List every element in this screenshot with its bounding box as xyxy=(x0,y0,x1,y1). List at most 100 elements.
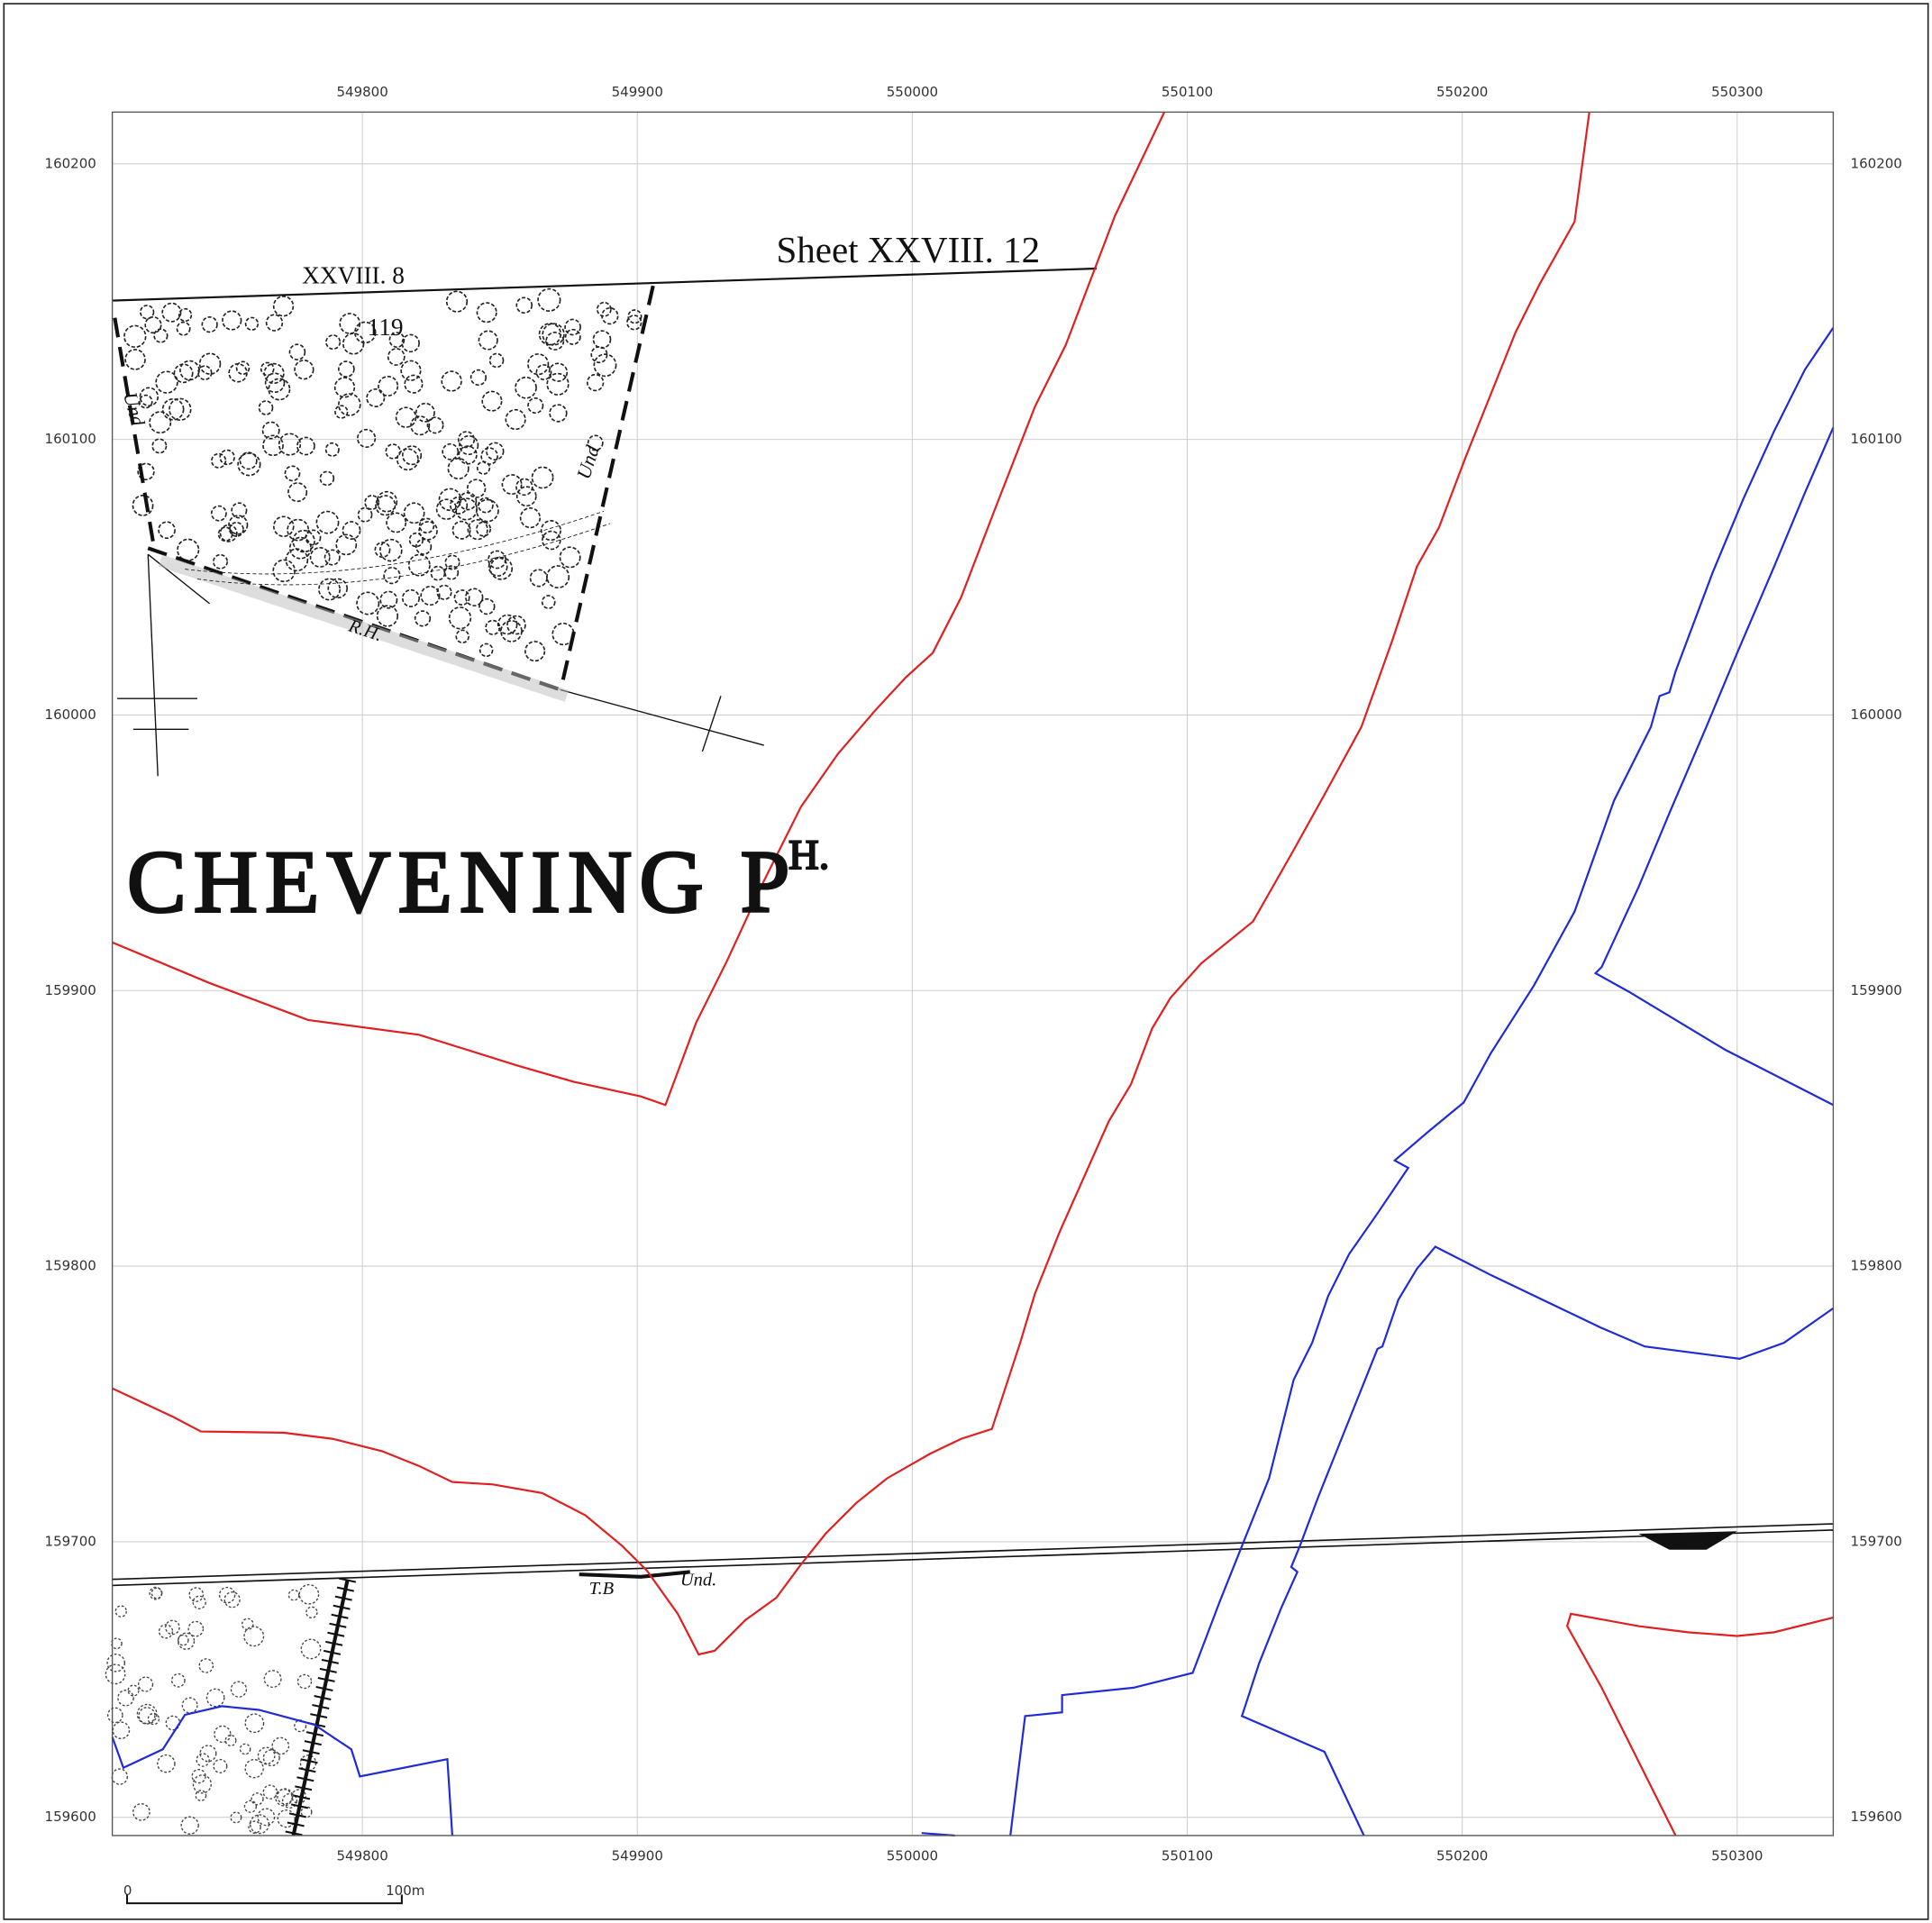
tree-symbol xyxy=(564,318,581,336)
tree-symbol xyxy=(488,352,505,369)
easting-label: 549800 xyxy=(336,84,387,100)
sheet-boundary xyxy=(112,267,1097,302)
tree-symbol xyxy=(191,1768,206,1784)
tree-symbol xyxy=(199,1745,217,1763)
road-edge xyxy=(112,1523,1834,1581)
scale-label: 0 xyxy=(123,1882,132,1899)
tree-symbol xyxy=(106,1654,126,1672)
tree-symbol xyxy=(505,408,526,431)
feature xyxy=(1638,1531,1737,1550)
tree-symbol xyxy=(342,333,365,355)
tree-symbol xyxy=(287,1589,300,1601)
tree-symbol xyxy=(402,445,423,466)
tree-symbol xyxy=(231,502,248,519)
tree-symbol xyxy=(239,1743,251,1755)
northing-label: 160000 xyxy=(1851,706,1902,723)
tree-symbol xyxy=(288,343,306,360)
tree-symbol xyxy=(324,549,341,566)
tree-symbol xyxy=(205,1688,225,1708)
tree-symbol xyxy=(334,405,349,419)
red-boundary xyxy=(112,112,1590,1656)
northing-label: 159700 xyxy=(1851,1533,1902,1549)
tree-symbol xyxy=(458,445,478,465)
tree-symbol xyxy=(112,1721,131,1740)
tree-symbol xyxy=(445,290,469,313)
easting-label: 550100 xyxy=(1162,1848,1213,1864)
tree-symbol xyxy=(466,478,487,498)
tree-symbol xyxy=(515,478,533,497)
road-shade xyxy=(158,554,570,702)
tree-symbol xyxy=(222,310,242,331)
tree-symbol xyxy=(181,1697,198,1714)
tree-symbol xyxy=(375,495,396,516)
tree-symbol xyxy=(448,606,472,630)
tree-symbol xyxy=(586,373,605,392)
tree-symbol xyxy=(481,390,503,412)
tree-symbol xyxy=(542,530,561,551)
tree-symbol xyxy=(111,1637,123,1650)
tree-symbol xyxy=(335,533,358,556)
tree-symbol xyxy=(478,643,494,658)
tree-symbol xyxy=(442,442,460,460)
tree-symbol xyxy=(257,1808,276,1827)
tree-symbol xyxy=(338,360,355,378)
easting-label: 550200 xyxy=(1436,84,1488,100)
historic-linework xyxy=(112,267,1834,1837)
map-label: Und. xyxy=(680,1570,716,1590)
scale-bar: 0 100m xyxy=(123,1882,424,1905)
railway-sleepers xyxy=(285,1577,357,1837)
tree-symbol xyxy=(590,346,608,364)
map-label: T.B xyxy=(589,1579,615,1599)
northing-label: 160100 xyxy=(1851,431,1902,447)
easting-label: 550100 xyxy=(1162,84,1213,100)
tree-symbol xyxy=(309,546,331,568)
northing-label: 159900 xyxy=(1851,982,1902,998)
tree-symbol xyxy=(218,1586,236,1604)
tree-symbol xyxy=(500,620,523,643)
tree-symbol xyxy=(263,1670,282,1689)
tree-symbol xyxy=(519,506,542,529)
tree-symbol xyxy=(262,1749,280,1767)
northing-label: 160200 xyxy=(45,155,96,171)
easting-label: 550200 xyxy=(1436,1848,1488,1864)
tree-symbol xyxy=(486,442,505,460)
tree-symbol xyxy=(626,314,642,331)
tree-symbol xyxy=(211,452,227,469)
paths xyxy=(117,553,764,777)
tree-symbol xyxy=(455,629,469,644)
tree-symbol xyxy=(132,1803,150,1821)
blue-boundaries xyxy=(111,327,1835,1837)
red-boundary xyxy=(112,111,1166,1107)
tree-symbol xyxy=(366,387,386,408)
tree-symbol xyxy=(395,406,417,428)
tree-symbol xyxy=(476,521,492,537)
tree-symbol xyxy=(379,538,403,562)
tree-symbol xyxy=(540,520,561,542)
tree-symbol xyxy=(535,364,552,380)
tree-symbol xyxy=(488,550,506,570)
tree-symbol xyxy=(223,1591,241,1609)
tree-symbol xyxy=(268,378,291,401)
parish-name: H. xyxy=(788,833,829,879)
tree-symbol xyxy=(386,512,407,533)
tree-symbol xyxy=(192,1774,212,1794)
grid: 549800 549800 549900 549900 550000 550000 5501… xyxy=(45,84,1902,1864)
northing-label: 159600 xyxy=(1851,1809,1902,1825)
tree-symbol xyxy=(296,1673,313,1690)
tree-symbol xyxy=(318,578,341,601)
tree-symbol xyxy=(138,1676,154,1692)
tree-symbol xyxy=(251,1792,264,1806)
tree-symbol xyxy=(338,393,361,416)
tree-symbol xyxy=(150,1587,163,1599)
tree-symbol xyxy=(436,584,452,600)
tree-symbol xyxy=(201,315,218,333)
tree-symbol xyxy=(230,1811,242,1824)
tree-symbol xyxy=(263,362,285,385)
tree-symbol xyxy=(219,524,238,542)
tree-symbol xyxy=(537,287,561,312)
tree-symbol xyxy=(258,400,274,415)
feature xyxy=(579,1570,690,1579)
footpath xyxy=(185,510,611,586)
tree-symbol xyxy=(192,1595,206,1609)
tree-symbol xyxy=(376,605,399,627)
